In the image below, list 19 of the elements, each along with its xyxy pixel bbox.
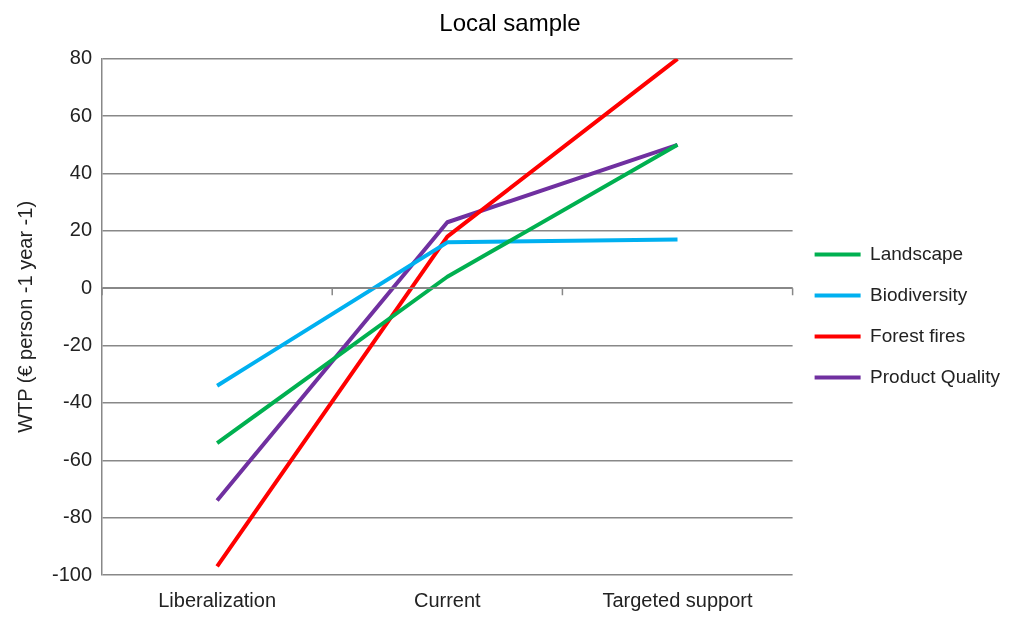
legend-label: Product Quality	[870, 365, 1001, 387]
y-tick-label: -60	[63, 447, 93, 470]
y-tick-label: 80	[69, 46, 93, 69]
y-tick-label: -100	[52, 562, 93, 585]
y-tick-label: -40	[63, 390, 93, 413]
y-tick-label: -80	[63, 505, 93, 528]
y-tick-label: -20	[63, 333, 93, 356]
chart-title: Local sample	[439, 9, 581, 37]
x-tick-label: Current	[413, 588, 482, 611]
x-tick-label: Targeted support	[602, 588, 753, 611]
y-axis-title: WTP (€ person -1 year -1)	[13, 200, 36, 433]
legend-label: Forest fires	[870, 324, 966, 346]
legend-label: Biodiversity	[870, 283, 968, 305]
y-tick-label: 20	[69, 218, 93, 241]
y-tick-label: 40	[69, 161, 93, 184]
y-tick-label: 0	[80, 275, 93, 298]
y-tick-label: 60	[69, 103, 93, 126]
x-tick-label: Liberalization	[158, 588, 277, 611]
legend-label: Landscape	[870, 242, 964, 264]
